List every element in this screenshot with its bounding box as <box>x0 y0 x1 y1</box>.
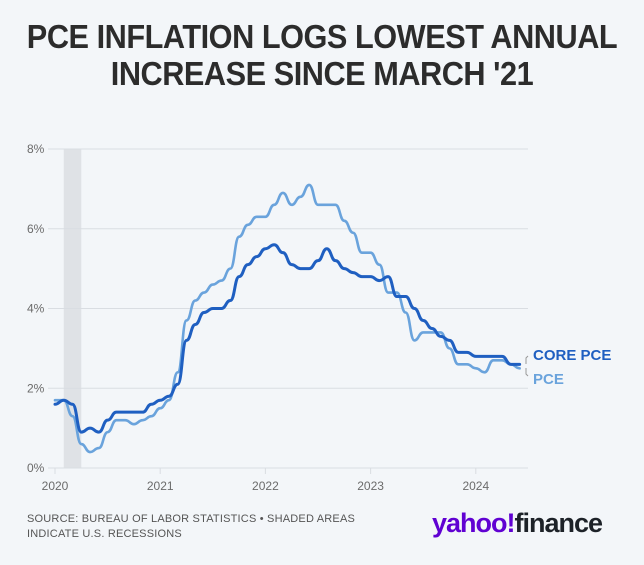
y-tick-label: 2% <box>27 381 45 395</box>
legend-bracket-pce <box>525 368 529 377</box>
source-note: SOURCE: BUREAU OF LABOR STATISTICS • SHA… <box>27 513 356 540</box>
x-axis-ticks: 2020 2021 2022 2023 2024 <box>42 468 489 493</box>
legend-bracket-core <box>525 355 529 364</box>
gridlines <box>48 148 528 469</box>
series-lines <box>53 183 522 454</box>
core-pce-line <box>53 243 522 434</box>
x-tick-label: 2023 <box>357 479 384 493</box>
y-axis-ticks: 0% 2% 4% 6% 8% <box>27 142 45 475</box>
pce-line <box>53 183 521 454</box>
x-tick-label: 2020 <box>42 479 69 493</box>
x-tick-label: 2024 <box>462 479 489 493</box>
yahoo-finance-logo: yahoo!finance <box>432 508 604 539</box>
x-tick-label: 2022 <box>252 479 279 493</box>
legend-label-pce: PCE <box>533 371 564 388</box>
x-tick-label: 2021 <box>147 479 174 493</box>
y-tick-label: 4% <box>27 302 45 316</box>
legend: CORE PCE PCE <box>525 347 611 388</box>
line-chart: 0% 2% 4% 6% 8% 2020 2021 2022 2023 2024 CORE PCE… <box>27 142 611 493</box>
y-tick-label: 0% <box>27 461 45 475</box>
chart-title: PCE INFLATION LOGS LOWEST ANNUAL INCREAS… <box>26 18 618 92</box>
legend-label-core-pce: CORE PCE <box>533 347 611 364</box>
y-tick-label: 6% <box>27 222 45 236</box>
logo-brand: yahoo! <box>432 508 516 538</box>
logo-product: finance <box>514 508 604 538</box>
y-tick-label: 8% <box>27 142 45 156</box>
